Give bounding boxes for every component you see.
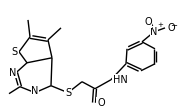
Text: O: O xyxy=(167,23,175,33)
Text: S: S xyxy=(12,47,18,57)
Text: HN: HN xyxy=(113,75,128,85)
Text: S: S xyxy=(65,88,71,98)
Text: +: + xyxy=(157,22,163,28)
Text: N: N xyxy=(9,68,16,78)
Text: O: O xyxy=(97,98,105,108)
Text: O: O xyxy=(144,17,152,27)
Text: N: N xyxy=(31,86,39,96)
Text: N: N xyxy=(150,27,158,37)
Text: −: − xyxy=(170,21,177,30)
